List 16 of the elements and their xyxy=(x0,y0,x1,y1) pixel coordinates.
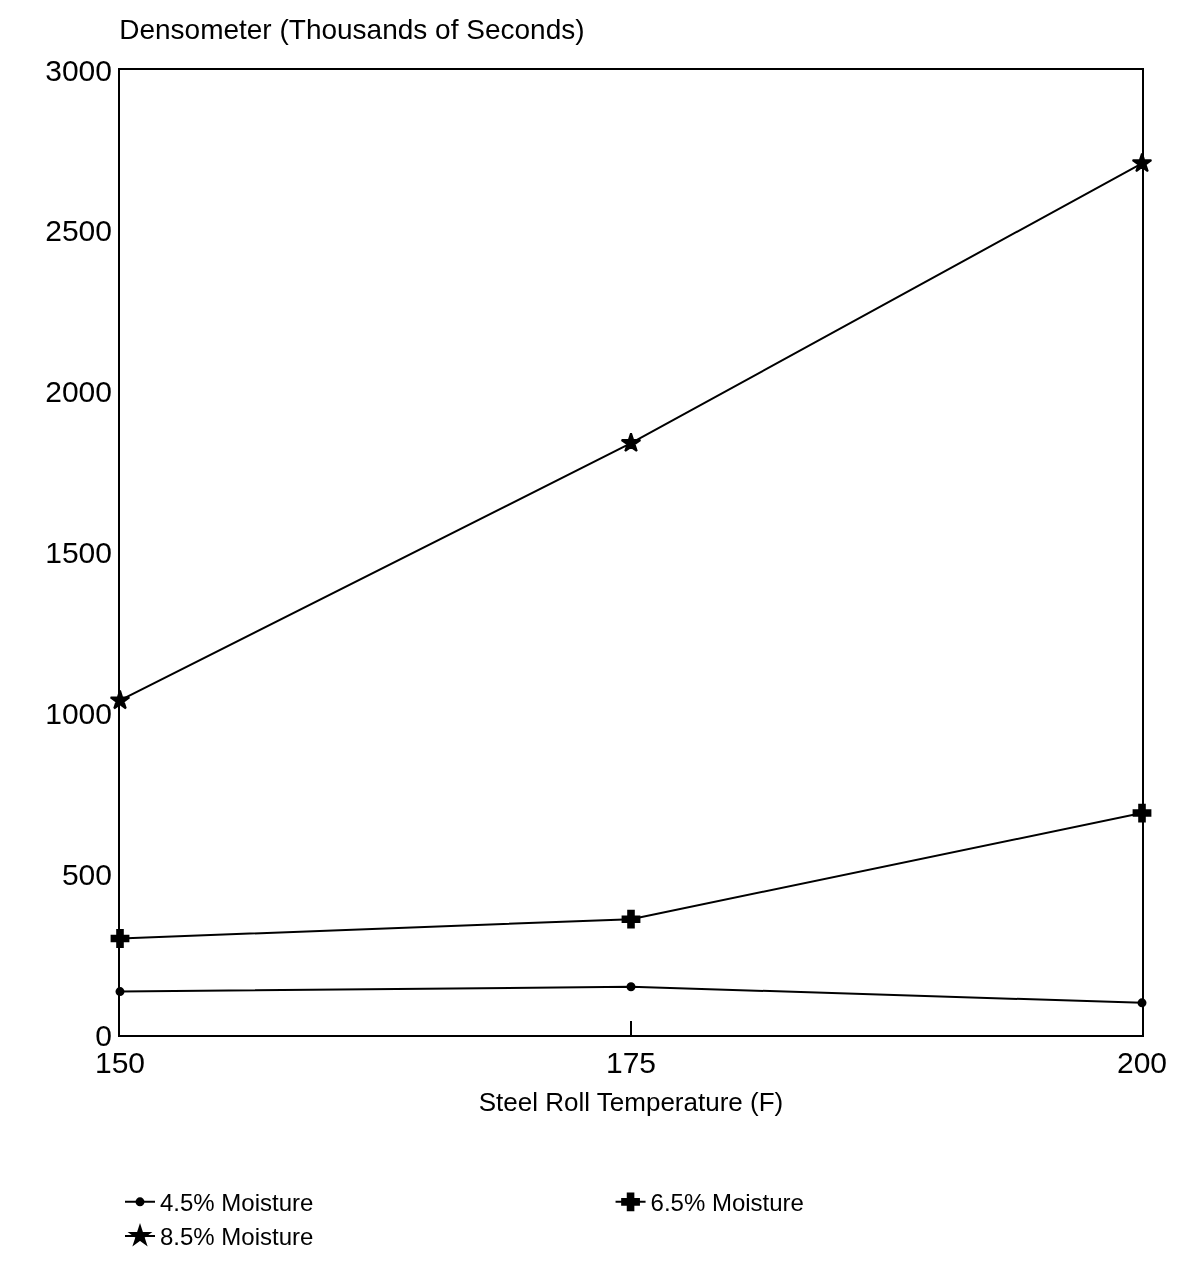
chart-title: Densometer (Thousands of Seconds) xyxy=(119,13,585,45)
y-tick-label: 500 xyxy=(61,857,112,891)
legend-label: 8.5% Moisture xyxy=(160,1223,314,1251)
y-tick-label: 2000 xyxy=(45,375,112,409)
x-axis-title: Steel Roll Temperature (F) xyxy=(478,1087,784,1118)
y-tick-label: 1500 xyxy=(45,536,112,569)
legend-label: 4.5% Moisture xyxy=(160,1189,314,1217)
y-tick-label: 2500 xyxy=(45,214,112,248)
x-tick-label: 175 xyxy=(605,1046,657,1079)
y-tick-label: 1000 xyxy=(45,696,112,730)
point xyxy=(626,982,636,992)
point xyxy=(620,432,642,453)
y-tick-label: 3000 xyxy=(45,53,112,87)
point xyxy=(621,909,641,929)
x-tick-label: 200 xyxy=(1116,1046,1168,1079)
legend-label: 6.5% Moisture xyxy=(650,1189,804,1217)
